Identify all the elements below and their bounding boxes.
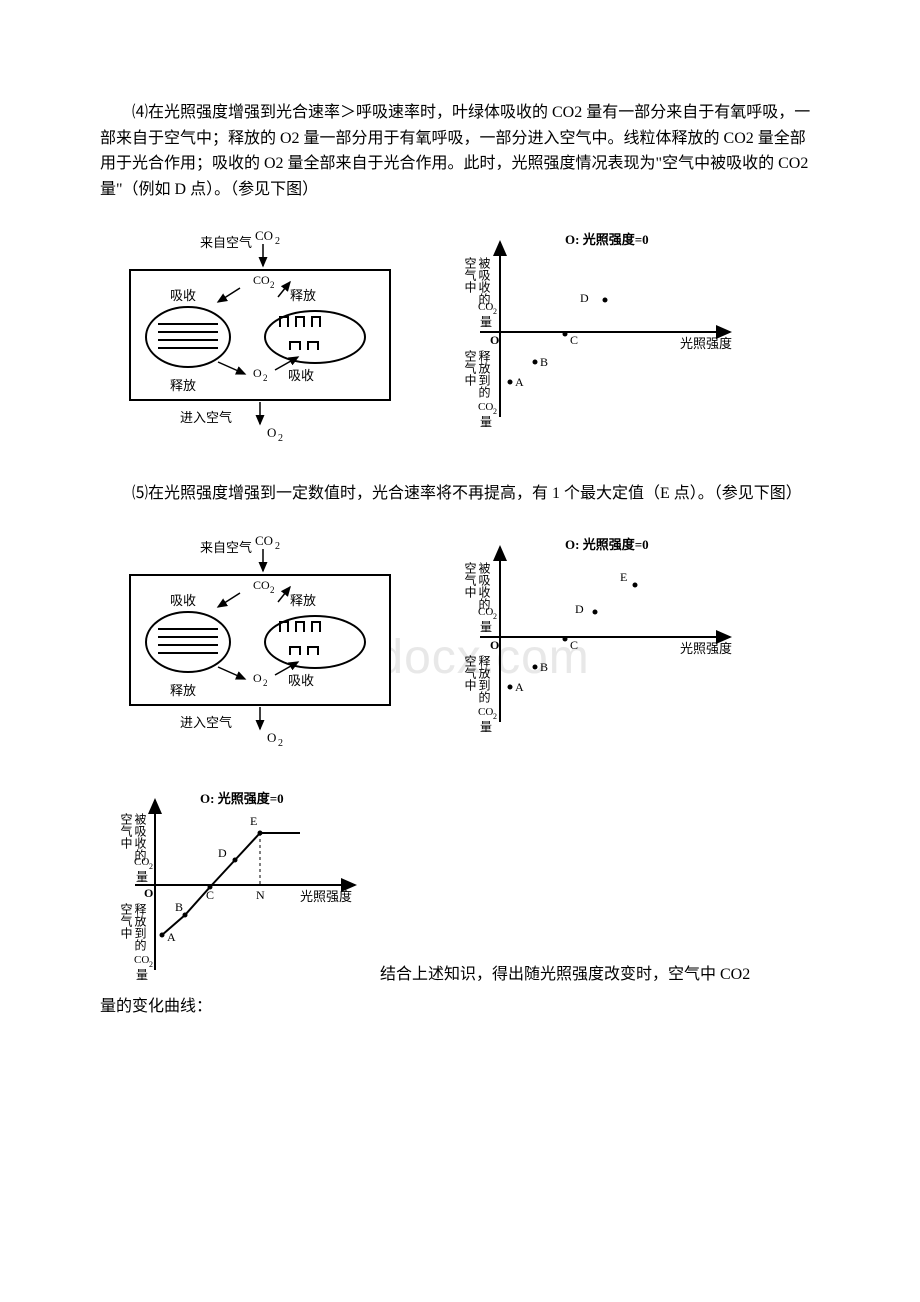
svg-text:释放: 释放 [290,593,316,608]
figure-row-5: CO2 来自空气 CO2 吸收 释放 [100,527,820,756]
paragraph-4: ⑷在光照强度增强到光合速率＞呼吸速率时，叶绿体吸收的 CO2 量有一部分来自于有… [100,100,820,202]
svg-text:O: O [253,671,262,685]
svg-text:N: N [256,888,265,902]
svg-text:被吸收的: 被吸收的 [133,813,147,861]
svg-text:释放到的: 释放到的 [477,350,491,398]
svg-text:量: 量 [480,720,492,734]
svg-text:光照强度: 光照强度 [680,336,732,351]
svg-text:释放: 释放 [170,378,196,393]
svg-text:2: 2 [278,433,283,442]
cell-diagram-5: CO2 来自空气 CO2 吸收 释放 [110,527,410,756]
svg-text:吸收: 吸收 [288,368,314,383]
svg-text:量: 量 [480,415,492,429]
svg-text:CO: CO [478,706,493,718]
svg-text:2: 2 [493,712,497,721]
svg-text:O: 光照强度=0: O: 光照强度=0 [565,537,649,552]
paragraph-5: ⑸在光照强度增强到一定数值时，光合速率将不再提高，有 1 个最大定值（E 点）。… [100,481,820,507]
svg-text:C: C [570,638,578,652]
svg-text:CO: CO [478,301,493,313]
svg-text:O: O [253,366,262,380]
svg-text:2: 2 [263,373,268,383]
cell-diagram-4: CO2 来自空气 CO2 吸收 释放 [110,222,410,451]
svg-text:被吸收的: 被吸收的 [477,257,491,305]
svg-text:C: C [570,333,578,347]
svg-text:释放到的: 释放到的 [133,903,147,951]
svg-text:2: 2 [270,280,275,290]
svg-text:D: D [580,291,589,305]
svg-text:2: 2 [493,612,497,621]
svg-text:B: B [175,900,183,914]
graph-5: O: 光照强度=0 空气中 被吸收的 CO2 量 空气中 释放到的 CO2 量 … [440,527,750,756]
svg-text:CO: CO [253,578,270,592]
svg-text:A: A [167,930,176,944]
svg-text:被吸收的: 被吸收的 [477,561,491,609]
svg-text:来自空气: 来自空气 [200,540,252,555]
svg-text:空气中: 空气中 [463,561,477,597]
svg-text:量: 量 [480,620,492,634]
svg-text:2: 2 [275,541,280,552]
svg-text:C: C [206,888,214,902]
svg-text:2: 2 [278,738,283,747]
svg-text:释放: 释放 [290,288,316,303]
svg-text:空气中: 空气中 [119,903,133,939]
svg-text:CO: CO [253,273,270,287]
svg-text:CO: CO [478,606,493,618]
svg-text:D: D [575,602,584,616]
svg-text:A: A [515,375,524,389]
svg-text:释放到的: 释放到的 [477,654,491,702]
svg-text:释放: 释放 [170,683,196,698]
svg-text:吸收: 吸收 [170,593,196,608]
paragraph-6a: 结合上述知识，得出随光照强度改变时，空气中 CO2 [380,966,750,983]
svg-text:2: 2 [270,585,275,595]
svg-text:A: A [515,680,524,694]
graph-4: O: 光照强度=0 空气中 被吸收的 CO2 量 空气中 释放到的 CO2 量 … [440,222,750,451]
svg-text:CO: CO [134,954,149,966]
svg-text:CO: CO [255,228,273,243]
svg-text:2: 2 [149,862,153,871]
svg-text:E: E [250,814,257,828]
svg-text:空气中: 空气中 [463,654,477,690]
svg-text:O: O [267,425,276,440]
figure-row-4: CO2 来自空气 CO2 吸收 释放 [100,222,820,451]
svg-text:O: O [267,730,276,745]
svg-text:2: 2 [275,236,280,247]
svg-text:2: 2 [263,678,268,688]
svg-text:光照强度: 光照强度 [300,889,352,904]
svg-text:进入空气: 进入空气 [180,715,232,730]
svg-text:吸收: 吸收 [170,288,196,303]
svg-text:CO: CO [255,533,273,548]
svg-text:O: O [490,333,499,347]
svg-text:O: O [490,638,499,652]
svg-text:空气中: 空气中 [463,350,477,386]
svg-text:B: B [540,355,548,369]
svg-text:空气中: 空气中 [463,257,477,293]
svg-text:2: 2 [493,407,497,416]
svg-text:CO: CO [478,401,493,413]
svg-text:O: 光照强度=0: O: 光照强度=0 [200,791,284,806]
svg-text:D: D [218,846,227,860]
svg-text:量: 量 [136,968,148,982]
svg-text:空气中: 空气中 [119,813,133,849]
figure-row-6: O: 光照强度=0 空气中 被吸收的 CO2 量 空气中 释放到的 CO2 量 … [100,785,820,994]
svg-text:O: O [144,886,153,900]
svg-text:光照强度: 光照强度 [680,641,732,656]
paragraph-6b: 量的变化曲线： [100,994,820,1020]
svg-text:B: B [540,660,548,674]
svg-text:2: 2 [493,307,497,316]
svg-text:2: 2 [149,960,153,969]
svg-text:进入空气: 进入空气 [180,410,232,425]
svg-text:CO: CO [134,856,149,868]
graph-6: O: 光照强度=0 空气中 被吸收的 CO2 量 空气中 释放到的 CO2 量 … [100,785,370,994]
svg-text:E: E [620,570,627,584]
svg-text:来自空气: 来自空气 [200,235,252,250]
svg-text:吸收: 吸收 [288,673,314,688]
svg-text:量: 量 [136,870,148,884]
svg-text:O: 光照强度=0: O: 光照强度=0 [565,232,649,247]
svg-text:量: 量 [480,315,492,329]
